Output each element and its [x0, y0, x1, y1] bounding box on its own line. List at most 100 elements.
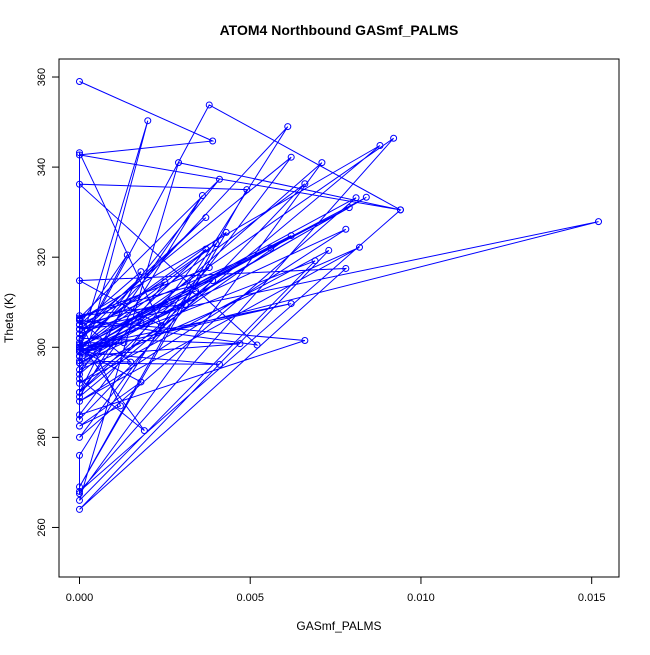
data-point: [157, 322, 165, 330]
data-point: [243, 186, 251, 194]
x-axis-label: GASmf_PALMS: [296, 619, 381, 633]
data-point: [75, 393, 83, 401]
data-point: [75, 415, 83, 423]
x-tick-label: 0.015: [578, 592, 606, 604]
data-point: [75, 346, 83, 354]
data-point: [137, 268, 145, 276]
data-point: [75, 359, 83, 367]
data-point: [75, 496, 83, 504]
data-point: [75, 411, 83, 419]
y-tick-label: 300: [36, 338, 48, 356]
data-point: [342, 264, 350, 272]
x-axis: 0.000 0.005 0.010 0.015: [66, 576, 606, 604]
data-point: [355, 243, 363, 251]
data-point: [75, 149, 83, 157]
y-tick-label: 360: [36, 68, 48, 86]
data-point: [75, 451, 83, 459]
data-point: [345, 204, 353, 212]
data-point: [311, 257, 319, 265]
data-point: [75, 78, 83, 86]
data-point: [390, 134, 398, 142]
x-tick-label: 0.000: [66, 592, 94, 604]
data-point: [595, 218, 603, 226]
data-point: [75, 357, 83, 365]
x-tick-label: 0.010: [407, 592, 435, 604]
data-point: [116, 402, 124, 410]
data-point: [209, 277, 217, 285]
data-point: [287, 153, 295, 161]
data-point: [75, 316, 83, 324]
data-point: [198, 191, 206, 199]
data-point: [75, 505, 83, 513]
data-point: [342, 225, 350, 233]
data-point: [75, 277, 83, 285]
data-point: [318, 159, 326, 167]
data-point: [376, 141, 384, 149]
data-point: [75, 334, 83, 342]
data-point: [75, 379, 83, 387]
data-point: [192, 287, 200, 295]
data-point: [137, 319, 145, 327]
data-point: [75, 483, 83, 491]
data-point: [209, 137, 217, 145]
y-tick-label: 340: [36, 158, 48, 176]
data-point: [212, 240, 220, 248]
data-point: [352, 194, 360, 202]
data-point: [287, 300, 295, 308]
data-point: [75, 312, 83, 320]
data-point: [75, 433, 83, 441]
data-point: [164, 298, 172, 306]
data-point: [75, 352, 83, 360]
series-line: [77, 81, 599, 510]
data-point: [362, 193, 370, 201]
data-point: [202, 214, 210, 222]
data-point: [301, 180, 309, 188]
data-point: [75, 339, 83, 347]
data-point: [106, 340, 114, 348]
data-point: [140, 427, 148, 435]
data-point: [127, 358, 135, 366]
series-lines: [77, 81, 599, 510]
y-tick-label: 260: [36, 518, 48, 536]
data-point: [75, 370, 83, 378]
data-point: [75, 490, 83, 498]
data-point: [75, 314, 83, 322]
data-point: [75, 397, 83, 405]
data-point: [75, 325, 83, 333]
data-point: [215, 175, 223, 183]
data-point: [181, 300, 189, 308]
data-point: [75, 348, 83, 356]
data-point: [205, 264, 213, 272]
data-point: [236, 340, 244, 348]
data-point: [175, 159, 183, 167]
y-axis-label: Theta (K): [2, 293, 16, 343]
chart-title: ATOM4 Northbound GASmf_PALMS: [220, 22, 459, 38]
data-point: [75, 341, 83, 349]
data-point: [75, 330, 83, 338]
data-point: [202, 245, 210, 253]
data-point: [137, 378, 145, 386]
data-point: [75, 366, 83, 374]
data-point: [396, 206, 404, 214]
data-point: [75, 321, 83, 329]
data-point: [75, 422, 83, 430]
data-point: [144, 117, 152, 125]
data-point: [75, 180, 83, 188]
data-point: [215, 360, 223, 368]
y-axis: 260 280 300 320 340 360: [36, 68, 60, 537]
data-point: [267, 244, 275, 252]
x-tick-label: 0.005: [236, 592, 264, 604]
data-point: [253, 341, 261, 349]
data-point: [75, 343, 83, 351]
y-tick-label: 320: [36, 248, 48, 266]
data-point: [120, 339, 128, 347]
data-point: [205, 101, 213, 109]
data-point: [301, 337, 309, 345]
data-point: [222, 228, 230, 236]
series-points: [75, 78, 603, 513]
data-point: [325, 246, 333, 254]
y-tick-label: 280: [36, 428, 48, 446]
data-point: [123, 251, 131, 259]
